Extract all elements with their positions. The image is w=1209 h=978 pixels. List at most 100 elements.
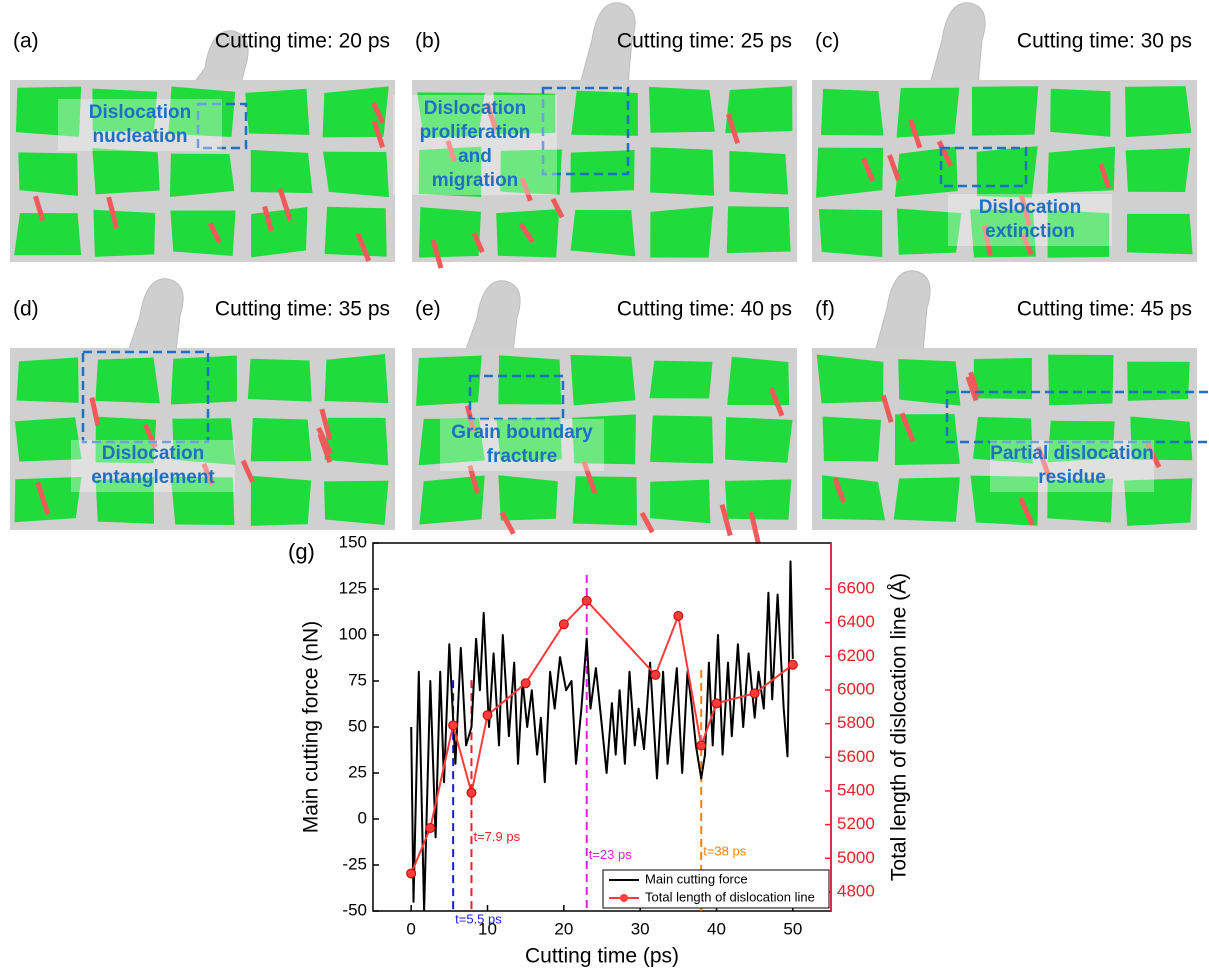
grain — [650, 479, 711, 524]
series-marker — [558, 619, 569, 630]
panel-caption: Cutting time: 25 ps — [617, 30, 792, 53]
grain — [821, 88, 884, 136]
grain — [170, 476, 235, 526]
annotation-text: Dislocation — [979, 197, 1081, 218]
annotation-background — [990, 440, 1154, 492]
grain — [971, 86, 1039, 136]
panel-caption: Cutting time: 40 ps — [617, 298, 792, 321]
y-axis-label: Main cutting force (nN) — [300, 621, 323, 833]
grain — [1125, 86, 1192, 138]
stacking-fault — [899, 412, 916, 443]
grain — [418, 146, 482, 197]
grain — [14, 213, 82, 256]
annotation-text: Partial dislocation — [990, 443, 1154, 464]
panel-caption: Cutting time: 45 ps — [1017, 298, 1192, 321]
stacking-fault — [89, 397, 101, 427]
stacking-fault — [319, 408, 333, 441]
grain — [725, 86, 793, 134]
stacking-fault — [142, 423, 158, 449]
grain — [250, 149, 313, 194]
simulation-panel: Dislocation nucleation (a) Cutting time: 20… — [10, 30, 395, 262]
grain — [650, 415, 714, 464]
grain — [1124, 478, 1193, 526]
grain — [92, 88, 158, 132]
series-marker — [406, 868, 417, 879]
grain — [324, 417, 389, 466]
grain — [816, 354, 884, 404]
grain — [973, 357, 1032, 400]
series-marker — [448, 720, 459, 731]
annotation-text: and — [458, 146, 492, 167]
stacking-fault — [880, 394, 894, 423]
grain — [324, 206, 387, 257]
stacking-fault — [484, 102, 499, 131]
y2-tick-label: 5800 — [837, 713, 875, 732]
grain — [816, 147, 884, 198]
grain — [822, 416, 882, 462]
x-tick-label: 40 — [707, 919, 726, 938]
grain — [168, 86, 236, 138]
grain — [893, 477, 960, 522]
grain — [570, 150, 635, 193]
grain — [418, 207, 481, 258]
stacking-fault — [832, 477, 847, 504]
stacking-fault — [861, 157, 876, 182]
series-marker — [482, 710, 493, 721]
grain — [725, 479, 792, 520]
annotation-background — [393, 95, 557, 195]
stacking-fault — [519, 177, 533, 202]
y2-tick-label: 4800 — [837, 881, 875, 900]
grain — [1047, 420, 1115, 463]
panel-label: (b) — [415, 30, 441, 53]
grain — [896, 87, 960, 138]
cutting-tool — [192, 30, 249, 85]
panel-label: (c) — [815, 30, 840, 53]
grain — [418, 418, 485, 466]
stacking-fault — [1035, 446, 1052, 479]
series-marker — [673, 610, 684, 621]
annotation-text: residue — [1038, 467, 1106, 488]
stacking-fault — [581, 460, 598, 494]
grain — [650, 206, 714, 258]
x-tick-label: 30 — [631, 919, 650, 938]
y2-tick-label: 6600 — [837, 578, 875, 597]
x-axis-label: Cutting time (ps) — [525, 945, 679, 968]
cutting-tool — [874, 270, 931, 353]
annotation-background — [71, 440, 235, 492]
annotation-text: migration — [432, 170, 519, 191]
stacking-fault — [106, 196, 119, 229]
grain — [18, 152, 78, 196]
panel-label: (a) — [13, 30, 39, 53]
panel-caption: Cutting time: 30 ps — [1017, 30, 1192, 53]
series-marker — [787, 659, 798, 670]
stacking-fault — [1020, 233, 1034, 256]
grain — [1047, 146, 1116, 193]
y2-axis-label: Total length of dislocation line (Å) — [888, 573, 911, 881]
annotation-background — [58, 99, 222, 151]
highlight-box — [196, 102, 248, 150]
panel-label: (f) — [815, 298, 835, 321]
grain — [650, 147, 715, 196]
grain — [894, 414, 960, 466]
annotation-text: entanglement — [91, 467, 215, 488]
stacking-fault — [207, 222, 222, 244]
time-marker-label: t=5.5 ps — [455, 912, 502, 927]
grain — [500, 149, 562, 195]
annotation-text: Grain boundary — [451, 422, 593, 443]
stacking-fault — [467, 464, 480, 494]
grain — [493, 92, 556, 135]
grain — [498, 355, 562, 405]
annotation-text: Dislocation — [424, 98, 526, 119]
y2-tick-label: 6000 — [837, 679, 875, 698]
highlight-box — [541, 86, 630, 176]
grain — [1047, 478, 1113, 523]
stacking-fault — [371, 101, 386, 124]
grain — [498, 475, 558, 521]
series-marker — [711, 698, 722, 709]
series-marker — [466, 787, 477, 798]
grain — [247, 358, 312, 402]
grain — [95, 357, 160, 404]
simulation-panel: Partial dislocation residue (f) Cutting tim… — [812, 270, 1209, 530]
grain — [729, 151, 789, 195]
y-tick-label: 25 — [348, 762, 367, 781]
